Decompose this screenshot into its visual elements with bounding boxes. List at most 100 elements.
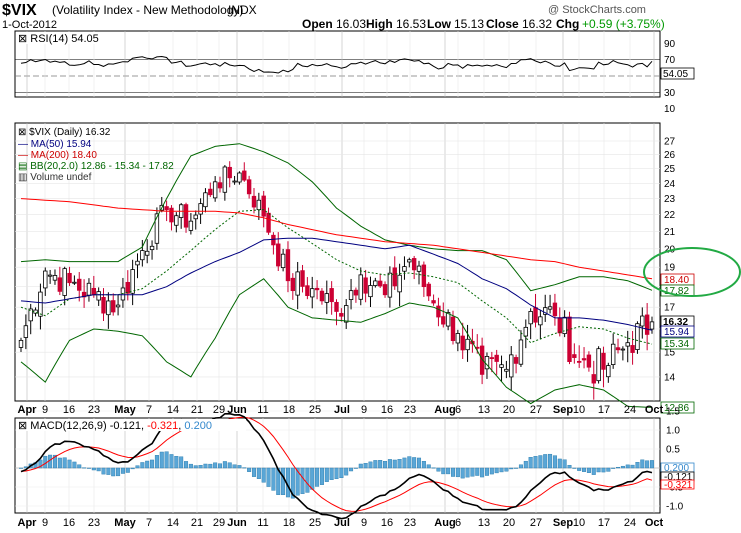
- candle-body: [334, 301, 339, 312]
- candle-body: [319, 290, 325, 302]
- rsi-tick-10: 10: [664, 104, 676, 115]
- candle-body: [135, 260, 140, 266]
- x-axis-label: 25: [309, 517, 321, 529]
- price-tick: 25: [664, 164, 676, 175]
- macd-line: [20, 412, 653, 520]
- macd-hist-bar: [319, 467, 324, 485]
- x-axis-label: Sep: [553, 404, 573, 416]
- rsi-legend: ⊠ RSI(14) 54.05: [18, 33, 99, 45]
- macd-hist-bar: [116, 467, 121, 477]
- candle-body: [581, 358, 587, 361]
- macd-hist-bar: [101, 467, 106, 475]
- candle-body: [353, 289, 359, 296]
- macd-hist-bar: [548, 453, 553, 469]
- candle-body: [193, 214, 198, 220]
- candle-body: [266, 212, 271, 233]
- candle-body: [402, 266, 407, 272]
- candle-body: [363, 277, 368, 294]
- x-axis-label: 10: [573, 404, 585, 416]
- x-axis-label: 23: [404, 517, 416, 529]
- date: 1-Oct-2012: [2, 19, 57, 31]
- candle-body: [620, 348, 626, 351]
- macd-hist-bar: [164, 451, 169, 469]
- macd-hist-bar: [475, 467, 480, 476]
- candle-body: [140, 250, 145, 261]
- candle-body: [576, 360, 582, 363]
- macd-hist-bar: [145, 460, 150, 469]
- candle-body: [557, 317, 562, 334]
- macd-hist-bar: [67, 459, 72, 469]
- macd-hist-bar: [533, 456, 538, 469]
- macd-hist-bar: [227, 462, 232, 469]
- candle-body: [377, 280, 383, 287]
- macd-tick: -1.0: [666, 502, 684, 513]
- candle-body: [339, 313, 344, 317]
- macd-hist-bar: [640, 459, 645, 469]
- candle-body: [644, 314, 650, 335]
- ma50-line: [20, 237, 653, 331]
- macd-hist-bar: [616, 466, 621, 469]
- macd-hist-bar: [77, 464, 82, 469]
- x-axis-label: Jun: [227, 404, 247, 416]
- candle-body: [183, 204, 189, 228]
- candle-body: [86, 282, 92, 296]
- price-tick: 14: [664, 372, 676, 383]
- x-axis-label: Jul: [334, 517, 350, 529]
- macd-hist-bar: [261, 467, 266, 483]
- macd-hist-bar: [426, 464, 431, 469]
- macd-hist-bar: [52, 454, 57, 469]
- macd-hist-bar: [222, 461, 227, 469]
- open-value: 16.03: [336, 17, 366, 31]
- candle-body: [431, 300, 436, 304]
- candle-body: [57, 277, 63, 292]
- macd-hist-bar: [150, 459, 155, 469]
- macd-hist-bar: [213, 462, 218, 469]
- macd-hist-bar: [601, 467, 606, 473]
- macd-hist-bar: [480, 467, 485, 478]
- candle-body: [96, 291, 101, 301]
- macd-hist-bar: [392, 459, 397, 469]
- x-axis-label: 25: [309, 404, 321, 416]
- macd-hist-bar: [591, 467, 596, 475]
- macd-hist-bar: [86, 467, 91, 469]
- candle-body: [242, 170, 247, 181]
- callout-ma200: 18.40: [664, 275, 689, 286]
- candle-body: [543, 307, 548, 315]
- candle-body: [499, 364, 504, 368]
- macd-hist-bar: [446, 467, 451, 475]
- macd-hist-bar: [300, 467, 305, 494]
- price-tick: 26: [664, 150, 676, 161]
- price-legend-ma50: — MA(50) 15.94: [18, 139, 92, 150]
- candle-body: [450, 316, 456, 341]
- candle-body: [198, 203, 203, 215]
- macd-hist-bar: [266, 467, 271, 487]
- x-axis-label: 18: [283, 517, 295, 529]
- x-axis-label: 20: [503, 404, 515, 416]
- candle-body: [115, 304, 121, 308]
- macd-hist-bar: [625, 464, 630, 469]
- macd-hist-bar: [135, 465, 140, 469]
- macd-hist-bar: [397, 459, 402, 469]
- candle-body: [149, 245, 155, 251]
- macd-hist-bar: [179, 456, 184, 469]
- candle-body: [416, 265, 422, 272]
- macd-hist-bar: [562, 459, 567, 469]
- candle-body: [538, 316, 543, 326]
- candle-body: [484, 356, 490, 370]
- candle-body: [635, 323, 640, 351]
- callout-close: 16.32: [663, 317, 688, 328]
- candle-body: [586, 354, 592, 368]
- candle-body: [421, 264, 427, 288]
- candle-body: [47, 274, 53, 277]
- candle-body: [547, 306, 553, 310]
- candle-body: [106, 300, 111, 316]
- macd-hist-bar: [295, 467, 300, 496]
- macd-hist-bar: [344, 467, 349, 476]
- macd-hist-bar: [417, 457, 422, 469]
- macd-hist-bar: [499, 467, 504, 473]
- candle-body: [329, 288, 334, 303]
- x-axis-label: 23: [88, 517, 100, 529]
- macd-hist-bar: [159, 451, 164, 469]
- macd-hist-bar: [184, 461, 189, 469]
- candle-body: [18, 339, 24, 348]
